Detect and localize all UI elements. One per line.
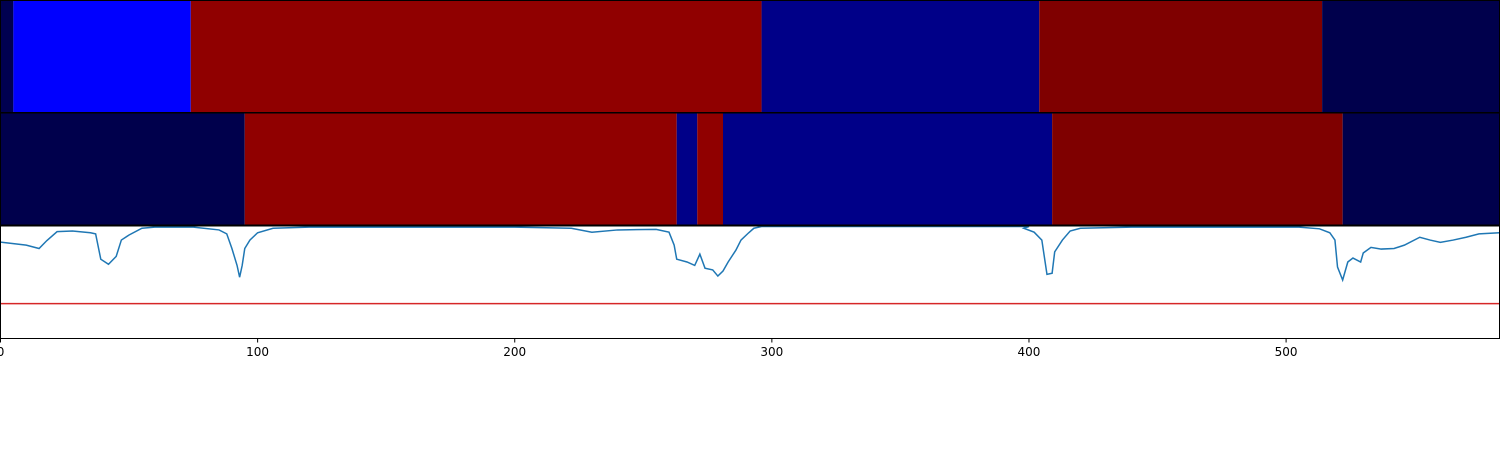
strip-segment [761, 0, 1040, 113]
line-series [0, 226, 1500, 283]
strip-segment [190, 0, 762, 113]
strip-segment [13, 0, 191, 113]
x-tick-label: 100 [246, 345, 269, 359]
strip-segment [1342, 113, 1500, 225]
strip-segment [697, 113, 724, 225]
strip-segment [0, 0, 14, 113]
x-tick-label: 0 [0, 345, 4, 359]
x-tick-label: 500 [1275, 345, 1298, 359]
x-tick-label: 300 [760, 345, 783, 359]
strip-segment [676, 113, 698, 225]
strip-segment [1052, 113, 1343, 225]
strip-segment [244, 113, 677, 225]
x-tick-label: 400 [1018, 345, 1041, 359]
strip-segment [723, 113, 1053, 225]
x-tick-label: 200 [503, 345, 526, 359]
strip-segment [1322, 0, 1500, 113]
strip-segment [1039, 0, 1323, 113]
plot-frame [0, 225, 1500, 339]
strip-segment [0, 113, 245, 225]
